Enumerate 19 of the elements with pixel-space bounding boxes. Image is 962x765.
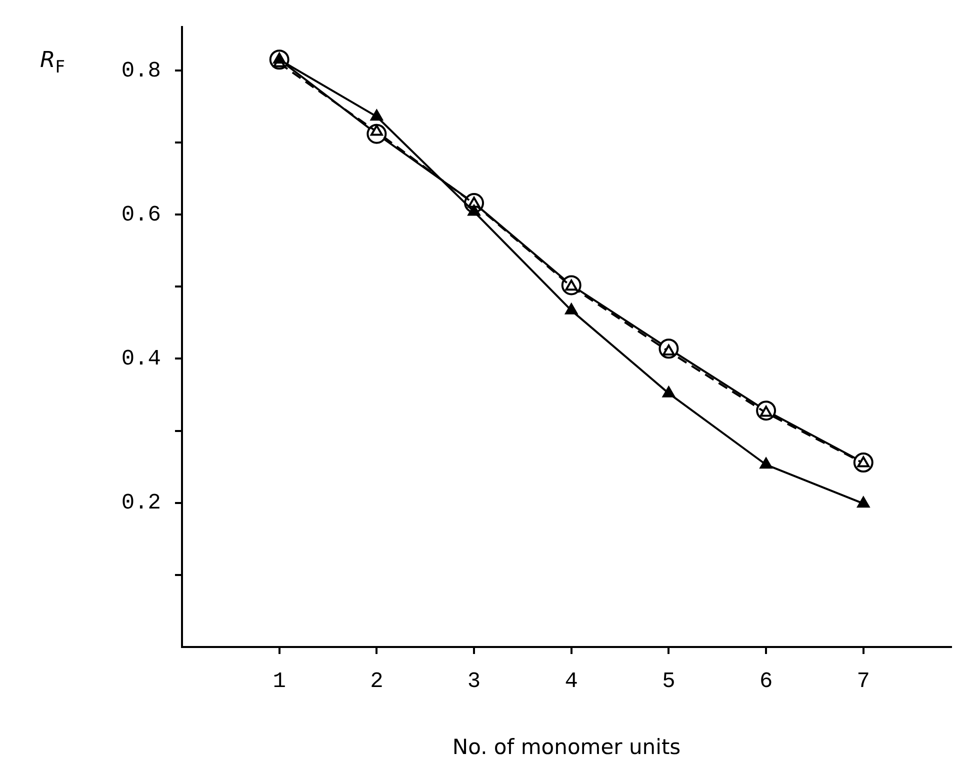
point [468, 204, 480, 216]
point [662, 386, 675, 398]
y-tick-label: 0.2 [121, 490, 161, 516]
x-tick-label: 1 [272, 669, 286, 694]
x-tick-label: 5 [662, 669, 676, 694]
x-tick-label: 6 [759, 669, 773, 694]
x-axis-title: No. of monomer units [452, 734, 681, 759]
y-tick-label: 0.8 [121, 58, 161, 84]
x-tick-label: 2 [370, 669, 384, 694]
x-tick-label: 3 [467, 669, 481, 694]
point [565, 303, 578, 314]
point [760, 458, 772, 469]
point [857, 496, 870, 508]
y-tick-label: 0.6 [121, 202, 161, 228]
y-axis-title: R$_{F}$ [40, 48, 66, 78]
point [370, 110, 383, 121]
x-tick-label: 7 [856, 669, 870, 694]
x-tick-label: 4 [564, 669, 578, 694]
y-tick-label: 0.4 [121, 346, 161, 372]
